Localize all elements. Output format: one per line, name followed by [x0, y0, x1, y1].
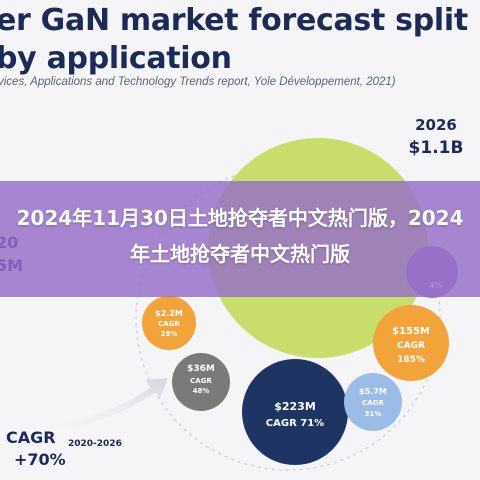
bubble-orange-small-cagr-label: CAGR — [158, 320, 180, 328]
bubble-grey-value: $36M — [187, 364, 215, 374]
title-line-1: er GaN market forecast split — [0, 3, 468, 38]
bubble-navy — [242, 359, 348, 465]
total-year: 2026 — [415, 116, 457, 134]
bubble-orange-small-cagr-value: 28% — [161, 330, 178, 338]
bubble-grey-cagr-label: CAGR — [190, 377, 212, 385]
bubble-orange-cagr-label: CAGR — [397, 341, 425, 351]
total-value: $1.1B — [408, 138, 464, 158]
overall-cagr-label: CAGR — [6, 428, 56, 447]
bubble-orange-small — [142, 296, 196, 350]
source-note: vices, Applications and Technology Trend… — [0, 76, 396, 88]
bubble-orange-cagr-value: 185% — [397, 355, 425, 365]
promo-banner-text: 2024年11月30日土地抢夺者中文热门版，2024年土地抢夺者中文热门版 — [16, 206, 464, 266]
bubble-light-blue-cagr-value: 31% — [365, 410, 382, 418]
promo-banner — [0, 181, 480, 297]
overall-cagr-value: +70% — [14, 450, 66, 469]
overall-cagr-period: 2020-2026 — [68, 439, 122, 449]
bubble-grey-cagr-value: 48% — [193, 387, 210, 395]
bubble-light-blue-cagr-label: CAGR — [362, 399, 384, 407]
bubble-light-blue-value: $5.7M — [359, 387, 387, 396]
bubble-navy-value: $223M — [274, 400, 316, 413]
title-line-2: by application — [0, 41, 232, 76]
growth-arrow — [20, 378, 168, 440]
bubble-orange — [373, 305, 449, 381]
bubble-orange-small-value: $2.2M — [155, 309, 183, 318]
bubble-grey — [172, 353, 230, 411]
bubble-orange-value: $155M — [392, 326, 430, 337]
bubble-light-blue — [344, 373, 402, 431]
page-title: er GaN market forecast split by applicat… — [0, 2, 480, 78]
bubble-navy-cagr: CAGR 71% — [266, 418, 324, 429]
